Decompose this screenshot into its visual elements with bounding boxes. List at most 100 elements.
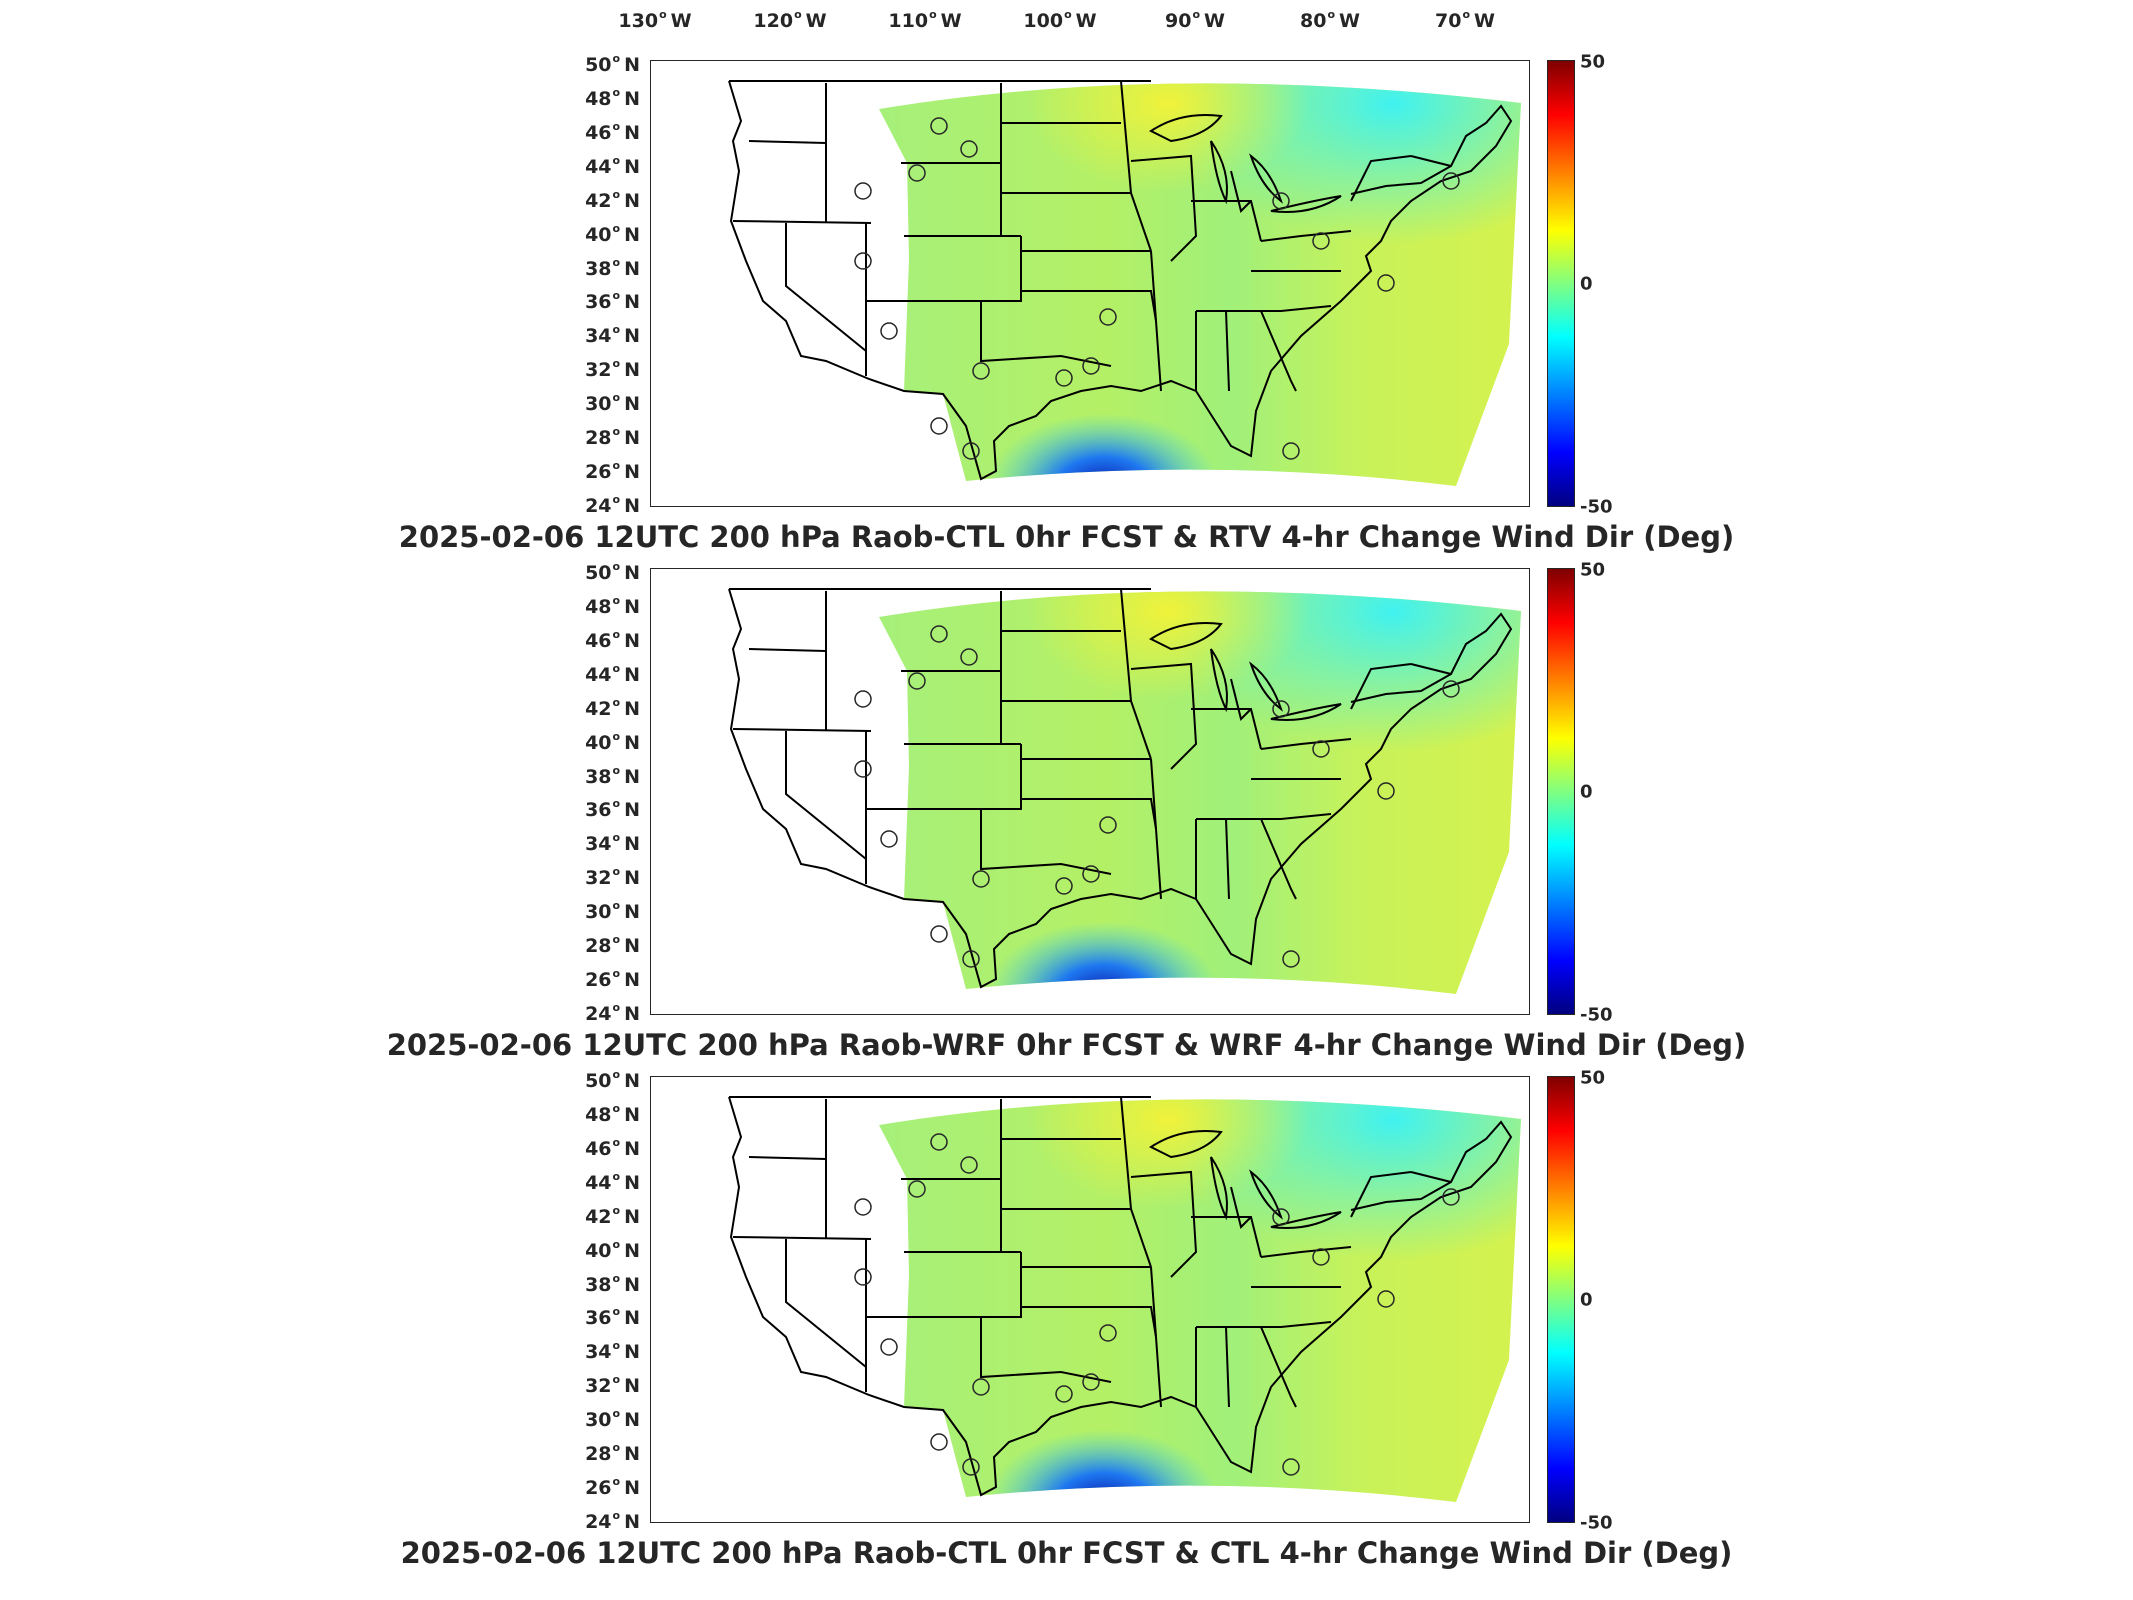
station-marker xyxy=(962,1458,980,1476)
lat-label: 38o N xyxy=(585,1271,640,1296)
lat-label: 28o N xyxy=(585,425,640,450)
colorbar xyxy=(1547,1076,1575,1523)
lat-label: 48o N xyxy=(585,1101,640,1126)
great-lakes xyxy=(1149,1130,1342,1229)
station-marker xyxy=(1282,442,1300,460)
lat-label: 40o N xyxy=(585,221,640,246)
station-marker xyxy=(908,164,926,182)
lat-label: 38o N xyxy=(585,763,640,788)
station-marker xyxy=(1272,700,1290,718)
station-marker xyxy=(854,182,872,200)
station-marker xyxy=(1099,308,1117,326)
station-marker xyxy=(1377,1290,1395,1308)
station-marker xyxy=(930,1133,948,1151)
map-canvas xyxy=(728,80,1521,487)
lat-label: 42o N xyxy=(585,1203,640,1228)
lat-label: 26o N xyxy=(585,1475,640,1500)
station-marker xyxy=(880,830,898,848)
lat-label: 32o N xyxy=(585,357,640,382)
station-marker xyxy=(962,442,980,460)
station-marker xyxy=(1377,782,1395,800)
station-marker xyxy=(854,760,872,778)
map-frame xyxy=(650,568,1530,1015)
lat-label: 50o N xyxy=(585,1068,640,1092)
lat-label: 30o N xyxy=(585,899,640,924)
station-marker xyxy=(1442,680,1460,698)
lat-label: 36o N xyxy=(585,1305,640,1330)
lat-label: 42o N xyxy=(585,187,640,212)
station-marker xyxy=(930,925,948,943)
map-frame xyxy=(650,60,1530,507)
raob-stations xyxy=(854,117,1460,460)
state-boundaries xyxy=(728,80,1513,481)
colorbar-min-label: -50 xyxy=(1580,496,1613,518)
station-marker xyxy=(972,870,990,888)
lat-label: 48o N xyxy=(585,85,640,110)
lat-label: 40o N xyxy=(585,1237,640,1262)
us-outline xyxy=(728,588,1513,989)
raob-stations xyxy=(854,625,1460,968)
map-canvas xyxy=(728,1096,1521,1502)
lat-label: 50o N xyxy=(585,52,640,76)
station-marker xyxy=(880,1338,898,1356)
us-outline xyxy=(728,1096,1513,1497)
station-marker xyxy=(854,1198,872,1216)
colorbar-max-label: 50 xyxy=(1580,51,1606,73)
station-marker xyxy=(1055,877,1073,895)
lat-label: 44o N xyxy=(585,153,640,178)
lon-label: 100o W xyxy=(1023,8,1097,32)
lat-label: 24o N xyxy=(585,1001,640,1025)
station-marker xyxy=(930,625,948,643)
lon-label: 130o W xyxy=(618,8,692,32)
station-marker xyxy=(854,690,872,708)
us-outline xyxy=(728,80,1513,481)
colorbar-min-label: -50 xyxy=(1580,1004,1613,1026)
station-marker xyxy=(1442,172,1460,190)
station-marker xyxy=(930,1433,948,1451)
panel-title: 2025-02-06 12UTC 200 hPa Raob-WRF 0hr FC… xyxy=(386,1028,1747,1062)
lon-label: 110o W xyxy=(888,8,962,32)
lat-label: 28o N xyxy=(585,1441,640,1466)
station-marker xyxy=(960,1156,978,1174)
station-marker xyxy=(972,362,990,380)
lat-label: 24o N xyxy=(585,1509,640,1533)
station-marker xyxy=(908,1180,926,1198)
lat-label: 44o N xyxy=(585,1169,640,1194)
lat-label: 48o N xyxy=(585,593,640,618)
lat-label: 36o N xyxy=(585,797,640,822)
station-marker xyxy=(1082,1373,1100,1391)
lat-label: 44o N xyxy=(585,661,640,686)
state-boundaries xyxy=(728,1096,1513,1497)
state-boundaries xyxy=(728,588,1513,989)
lat-label: 24o N xyxy=(585,493,640,517)
station-marker xyxy=(1442,1188,1460,1206)
longitude-axis: 130o W 120o W 110o W 100o W 90o W 80o W 70o W xyxy=(0,0,2133,50)
lat-label: 40o N xyxy=(585,729,640,754)
station-marker xyxy=(1055,369,1073,387)
station-marker xyxy=(1377,274,1395,292)
station-marker xyxy=(1272,192,1290,210)
colorbar-min-label: -50 xyxy=(1580,1512,1613,1534)
station-marker xyxy=(1312,232,1330,250)
station-marker xyxy=(930,117,948,135)
lat-label: 46o N xyxy=(585,627,640,652)
colorbar-max-label: 50 xyxy=(1580,1067,1606,1089)
lat-label: 46o N xyxy=(585,1135,640,1160)
station-marker xyxy=(960,648,978,666)
lon-label: 70o W xyxy=(1435,8,1495,32)
colorbar-mid-label: 0 xyxy=(1580,273,1593,295)
map-panel-3: 50o N 48o N 46o N 44o N 42o N 40o N 38o N 36o N 34o N 32o N… xyxy=(0,1068,2133,1586)
raob-stations xyxy=(854,1133,1460,1476)
station-marker xyxy=(1312,1248,1330,1266)
lat-label: 38o N xyxy=(585,255,640,280)
colorbar xyxy=(1547,568,1575,1015)
lat-label: 30o N xyxy=(585,1407,640,1432)
station-marker xyxy=(908,672,926,690)
colorbar-max-label: 50 xyxy=(1580,559,1606,581)
station-marker xyxy=(880,322,898,340)
lat-label: 36o N xyxy=(585,289,640,314)
lat-label: 26o N xyxy=(585,967,640,992)
map-canvas xyxy=(728,588,1521,994)
lat-label: 32o N xyxy=(585,865,640,890)
station-marker xyxy=(930,417,948,435)
